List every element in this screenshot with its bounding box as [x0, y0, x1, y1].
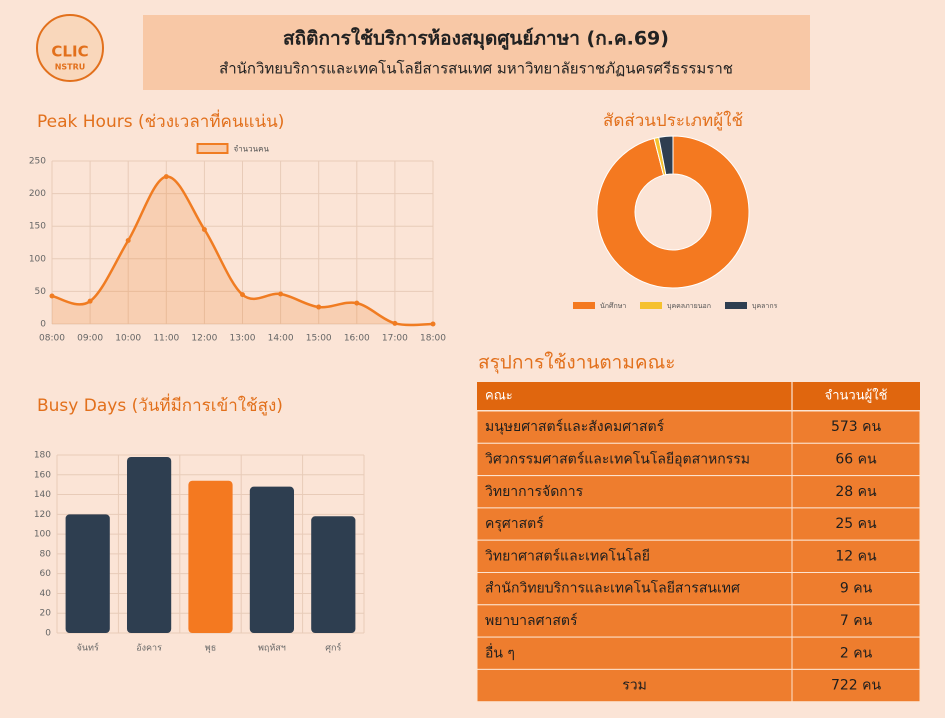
table-cell: 66 คน [835, 451, 877, 467]
x-tick-label: อังคาร [136, 644, 162, 654]
logo-subtext: NSTRU [55, 63, 86, 72]
table-cell: วิศวกรรมศาสตร์และเทคโนโลยีอุตสาหกรรม [485, 450, 750, 467]
table-cell: มนุษยศาสตร์และสังคมศาสตร์ [485, 418, 665, 435]
line [51, 175, 434, 327]
chart-title: สัดส่วนประเภทผู้ใช้ [603, 110, 743, 131]
x-tick-label: 08:00 [39, 334, 65, 344]
point [316, 304, 322, 310]
table-cell: 573 คน [831, 419, 882, 435]
x-tick-label: 12:00 [191, 334, 217, 344]
table-cell: อื่น ๆ [485, 643, 515, 661]
y-tick-label: 160 [34, 470, 51, 480]
x-tick-label: ศุกร์ [325, 642, 341, 654]
legend-swatch [640, 302, 662, 309]
point [163, 174, 169, 180]
point [201, 226, 207, 232]
y-tick-label: 20 [40, 609, 52, 619]
legend-label: จำนวนคน [234, 145, 270, 154]
x-tick-label: 18:00 [420, 334, 446, 344]
table-title: สรุปการใช้งานตามคณะ [478, 352, 675, 375]
y-tick-label: 80 [40, 549, 52, 559]
table-cell: 9 คน [840, 581, 873, 597]
y-tick-label: 150 [29, 222, 46, 232]
table-cell: พยาบาลศาสตร์ [485, 612, 578, 629]
x-tick-label: 16:00 [344, 334, 370, 344]
bar [249, 486, 295, 633]
x-tick-label: 09:00 [77, 334, 103, 344]
x-tick-label: 13:00 [230, 334, 256, 344]
table-header-bg [477, 382, 920, 410]
x-tick-label: พฤหัสฯ [258, 644, 286, 654]
table-row-bg [476, 410, 921, 444]
legend-label: บุคคลภายนอก [667, 302, 711, 310]
table-cell: ครุศาสตร์ [485, 515, 544, 532]
x-tick-label: 10:00 [115, 334, 141, 344]
y-tick-label: 200 [29, 189, 46, 199]
table-cell: 25 คน [835, 516, 877, 532]
legend-label: บุคลากร [752, 302, 778, 310]
x-tick-label: 14:00 [268, 334, 294, 344]
y-tick-label: 100 [34, 530, 51, 540]
x-tick-label: 15:00 [306, 334, 332, 344]
table-cell: 12 คน [835, 548, 877, 564]
y-tick-label: 60 [40, 569, 52, 579]
bar [311, 516, 356, 633]
y-tick-label: 140 [34, 490, 51, 500]
logo-text: CLIC [51, 43, 88, 61]
legend-label: นักศึกษา [600, 301, 626, 310]
table-row-bg [476, 572, 921, 606]
point [240, 292, 245, 298]
x-tick-label: จันทร์ [77, 642, 99, 654]
chart-title: Busy Days (วันที่มีการเข้าใช้สูง) [37, 393, 283, 416]
header-box [143, 15, 810, 90]
area [52, 176, 433, 326]
table-cell: 2 คน [840, 645, 873, 661]
logo [36, 14, 104, 82]
table-cell: รวม [622, 678, 647, 694]
table-cell: สำนักวิทยบริการและเทคโนโลยีสารสนเทศ [485, 580, 740, 597]
table-row-bg [476, 668, 921, 703]
y-tick-label: 0 [40, 320, 46, 330]
y-tick-label: 250 [29, 157, 46, 167]
legend-swatch [196, 143, 229, 154]
point [49, 293, 55, 299]
table-row-bg [476, 507, 921, 541]
x-tick-label: 11:00 [153, 334, 179, 344]
bar [65, 514, 110, 633]
x-tick-label: พุธ [205, 644, 216, 654]
x-tick-label: 17:00 [382, 334, 408, 344]
bar [188, 480, 233, 633]
bar [126, 456, 172, 633]
table-cell: วิทยาการจัดการ [485, 484, 584, 500]
table-row-bg [476, 442, 921, 477]
y-tick-label: 0 [45, 629, 51, 639]
table-row-bg [476, 475, 921, 509]
table-cell: วิทยาศาสตร์และเทคโนโลยี [485, 547, 650, 564]
legend-swatch [573, 302, 595, 309]
table-cell: 28 คน [835, 484, 877, 500]
y-tick-label: 120 [34, 510, 51, 520]
point [392, 320, 398, 326]
table-row-bg [476, 636, 921, 670]
header-subtitle: สำนักวิทยบริการและเทคโนโลยีสารสนเทศ มหาว… [219, 60, 733, 78]
point [430, 321, 436, 327]
legend-swatch [725, 302, 747, 309]
y-tick-label: 100 [29, 254, 46, 264]
y-tick-label: 50 [35, 287, 47, 297]
chart-title: Peak Hours (ช่วงเวลาที่คนแน่น) [37, 109, 284, 132]
y-tick-label: 180 [34, 451, 51, 461]
point [87, 298, 93, 304]
point [278, 291, 284, 297]
table-cell: 722 คน [831, 678, 882, 694]
donut-slice [596, 135, 750, 289]
table-header-cell: คณะ [485, 389, 513, 404]
point [125, 238, 131, 244]
header-title: สถิติการใช้บริการห้องสมุดศูนย์ภาษา (ก.ค.… [283, 27, 669, 51]
table-cell: 7 คน [840, 613, 873, 629]
point [354, 300, 360, 306]
donut-slice [658, 135, 674, 176]
table-header-cell: จำนวนผู้ใช้ [825, 388, 888, 404]
y-tick-label: 40 [40, 589, 52, 599]
